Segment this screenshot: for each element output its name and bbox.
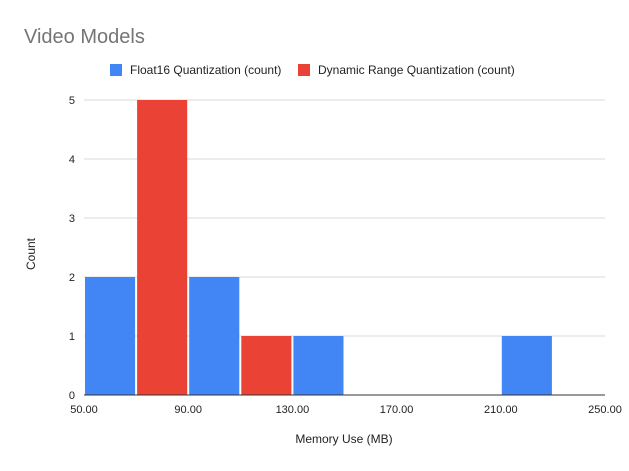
x-axis-title: Memory Use (MB) (295, 432, 392, 446)
legend-swatch-dynamic-range (298, 64, 310, 76)
legend-label-dynamic-range: Dynamic Range Quantization (count) (318, 63, 515, 77)
x-tick-label: 170.00 (380, 404, 414, 416)
x-tick-label: 90.00 (174, 404, 202, 416)
bar-float16 (293, 336, 344, 395)
x-tick-label: 130.00 (276, 404, 310, 416)
y-tick-label: 3 (69, 213, 75, 225)
y-tick-label: 5 (69, 95, 75, 107)
chart-title: Video Models (24, 26, 145, 48)
bar-dynamic-range (137, 100, 188, 395)
bar-float16 (501, 336, 552, 395)
y-tick-label: 0 (69, 390, 75, 402)
y-axis-ticks: 0 1 2 3 4 5 (69, 95, 75, 402)
legend-label-float16: Float16 Quantization (count) (130, 63, 281, 77)
y-tick-label: 1 (69, 331, 75, 343)
legend: Float16 Quantization (count) Dynamic Ran… (110, 63, 515, 77)
x-tick-label: 210.00 (484, 404, 518, 416)
x-axis-ticks: 50.00 90.00 130.00 170.00 210.00 250.00 (70, 404, 622, 416)
x-tick-label: 50.00 (70, 404, 98, 416)
bars (85, 100, 552, 395)
bar-float16 (189, 277, 240, 395)
x-tick-label: 250.00 (588, 404, 622, 416)
y-axis-title: Count (24, 237, 38, 270)
bar-float16 (85, 277, 136, 395)
y-tick-label: 2 (69, 272, 75, 284)
bar-dynamic-range (241, 336, 292, 395)
legend-swatch-float16 (110, 64, 122, 76)
y-tick-label: 4 (69, 154, 75, 166)
